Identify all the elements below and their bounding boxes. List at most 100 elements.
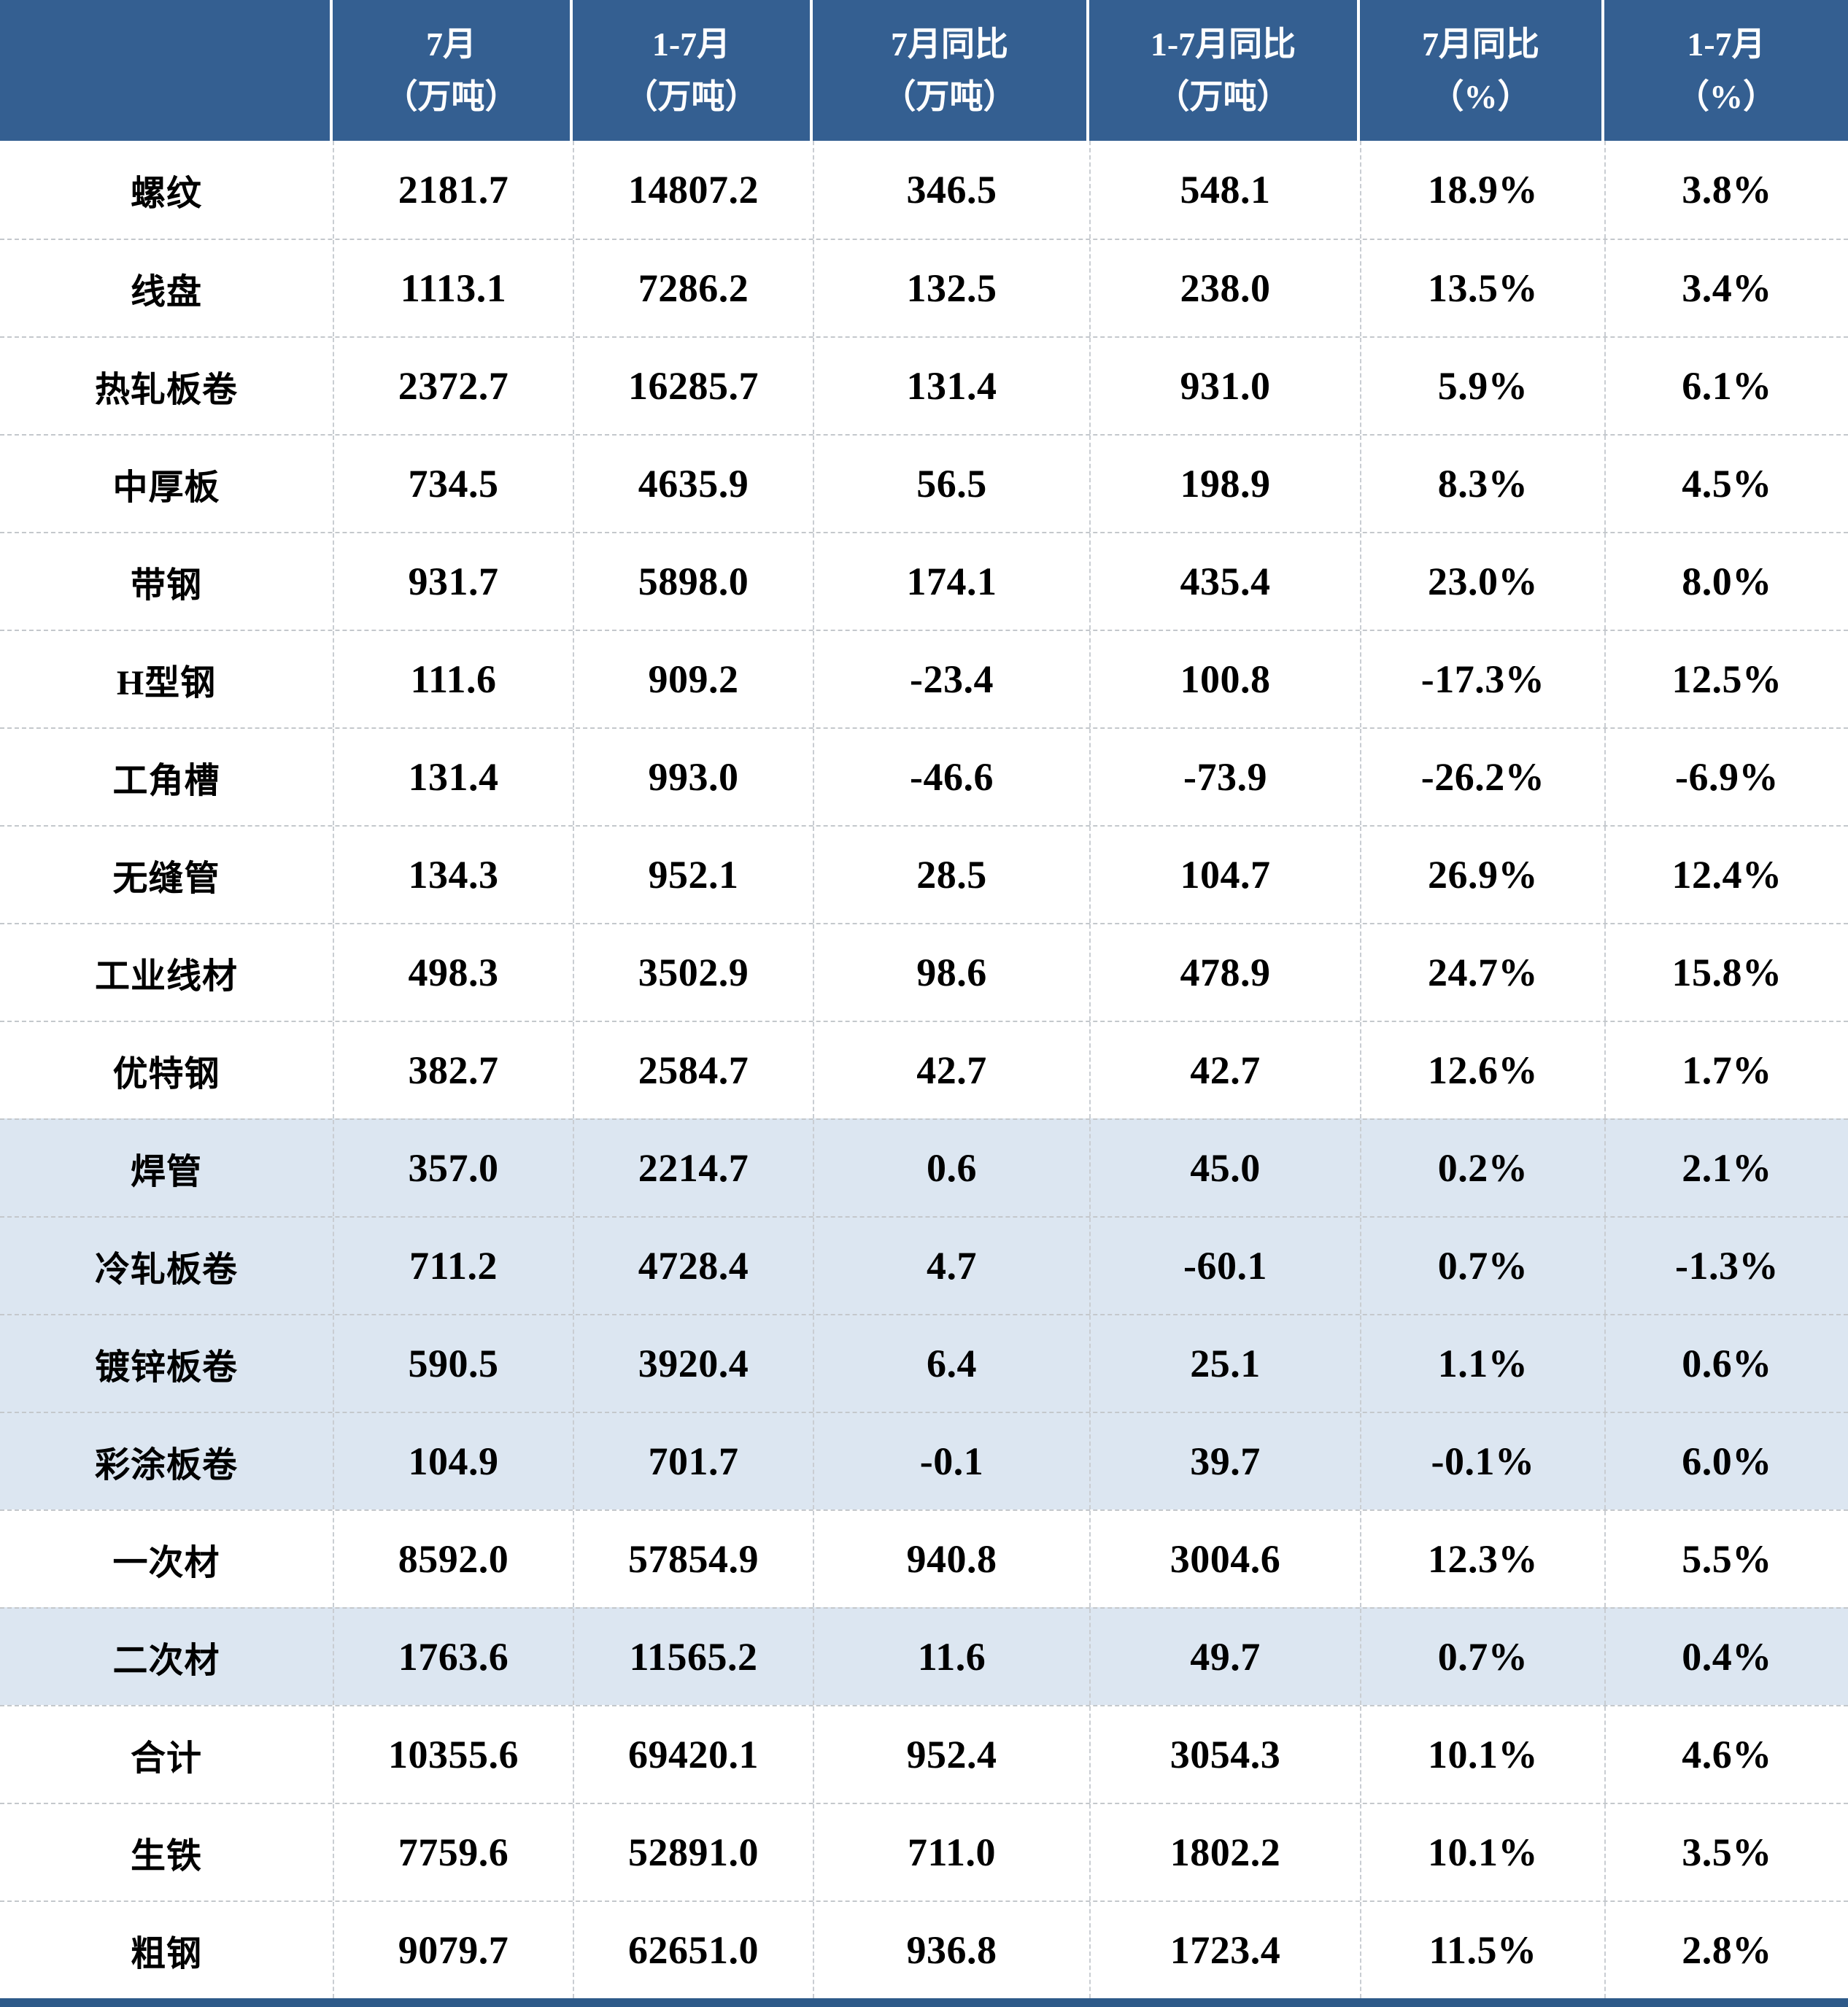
value-text: 5.5% — [1682, 1537, 1772, 1581]
row-label: 中厚板 — [112, 468, 220, 507]
row-label-cell: 热轧板卷 — [0, 338, 333, 434]
table-row: 冷轧板卷 711.2 4728.4 4.7 -60.1 0.7% -1.3% — [0, 1216, 1848, 1314]
value-cell-jan-jul-pct: 1.7% — [1604, 1022, 1848, 1118]
value-cell-jul-yoy-pct: -26.2% — [1360, 729, 1604, 825]
header-cell-jan-jul-yoy-wt: 1-7月同比 （万吨） — [1089, 0, 1360, 141]
value-text: 7286.2 — [638, 266, 749, 310]
header-cell-row-label — [0, 0, 333, 141]
value-cell-jul-yoy-pct: 5.9% — [1360, 338, 1604, 434]
value-cell-jul-yoy-wt: 42.7 — [813, 1022, 1089, 1118]
value-text: 13.5% — [1428, 266, 1538, 310]
table-row: 一次材 8592.0 57854.9 940.8 3004.6 12.3% 5.5% — [0, 1509, 1848, 1607]
value-cell-jan-jul-pct: 3.5% — [1604, 1804, 1848, 1900]
value-text: 1113.1 — [400, 266, 507, 310]
value-cell-jul-wt: 9079.7 — [333, 1902, 573, 1998]
row-label-cell: H型钢 — [0, 631, 333, 727]
value-cell-jan-jul-yoy-wt: 3004.6 — [1089, 1511, 1360, 1607]
row-label: 冷轧板卷 — [94, 1250, 238, 1289]
value-cell-jul-yoy-wt: -46.6 — [813, 729, 1089, 825]
row-label: 带钢 — [130, 566, 202, 605]
row-label-cell: 一次材 — [0, 1511, 333, 1607]
header-text-line1: 1-7月 — [1687, 26, 1766, 63]
value-text: 701.7 — [648, 1439, 739, 1483]
header-text-line2: （%） — [1676, 77, 1777, 115]
value-text: 3.4% — [1682, 266, 1772, 310]
value-text: 11.6 — [917, 1635, 986, 1679]
value-cell-jul-wt: 357.0 — [333, 1120, 573, 1216]
value-cell-jul-yoy-pct: 0.7% — [1360, 1218, 1604, 1314]
value-cell-jul-wt: 111.6 — [333, 631, 573, 727]
value-text: 131.4 — [408, 755, 499, 799]
value-text: 52891.0 — [628, 1830, 759, 1874]
row-label-cell: 粗钢 — [0, 1902, 333, 1998]
value-text: -23.4 — [910, 657, 994, 701]
value-text: 711.0 — [907, 1830, 997, 1874]
value-cell-jan-jul-pct: -1.3% — [1604, 1218, 1848, 1314]
header-text-line2: （%） — [1430, 77, 1531, 115]
value-cell-jul-yoy-pct: 12.6% — [1360, 1022, 1604, 1118]
table-row: 焊管 357.0 2214.7 0.6 45.0 0.2% 2.1% — [0, 1118, 1848, 1216]
value-cell-jan-jul-wt: 7286.2 — [573, 240, 813, 336]
row-label: 工业线材 — [94, 957, 238, 996]
value-cell-jul-wt: 1763.6 — [333, 1609, 573, 1705]
row-label: 合计 — [130, 1739, 202, 1778]
value-cell-jan-jul-yoy-wt: 1723.4 — [1089, 1902, 1360, 1998]
value-cell-jul-yoy-wt: 56.5 — [813, 436, 1089, 532]
row-label-cell: 焊管 — [0, 1120, 333, 1216]
value-cell-jan-jul-wt: 3920.4 — [573, 1315, 813, 1412]
value-text: 45.0 — [1190, 1146, 1261, 1190]
value-cell-jan-jul-yoy-wt: 104.7 — [1089, 827, 1360, 923]
value-text: 174.1 — [906, 560, 997, 603]
value-text: 3.8% — [1682, 168, 1772, 212]
value-cell-jan-jul-pct: 2.8% — [1604, 1902, 1848, 1998]
row-label-cell: 冷轧板卷 — [0, 1218, 333, 1314]
value-text: 12.3% — [1428, 1537, 1538, 1581]
value-text: 23.0% — [1428, 560, 1538, 603]
value-text: 952.1 — [648, 853, 739, 897]
value-text: 98.6 — [916, 951, 987, 994]
value-text: 382.7 — [408, 1048, 499, 1092]
value-text: -26.2% — [1420, 755, 1545, 799]
value-text: 18.9% — [1428, 168, 1538, 212]
value-text: 734.5 — [408, 462, 499, 506]
header-text-line1: 1-7月同比 — [1150, 26, 1296, 63]
value-text: 11565.2 — [629, 1635, 758, 1679]
row-label-cell: 中厚板 — [0, 436, 333, 532]
value-text: 49.7 — [1190, 1635, 1261, 1679]
value-text: 4.6% — [1682, 1733, 1772, 1776]
row-label-cell: 二次材 — [0, 1609, 333, 1705]
value-text: -1.3% — [1675, 1244, 1779, 1288]
value-cell-jul-yoy-wt: 11.6 — [813, 1609, 1089, 1705]
table-row: 中厚板 734.5 4635.9 56.5 198.9 8.3% 4.5% — [0, 434, 1848, 532]
value-text: 9079.7 — [398, 1928, 509, 1972]
value-text: 100.8 — [1180, 657, 1271, 701]
value-text: 4.5% — [1682, 462, 1772, 506]
value-cell-jan-jul-yoy-wt: 42.7 — [1089, 1022, 1360, 1118]
value-cell-jan-jul-pct: 0.6% — [1604, 1315, 1848, 1412]
value-cell-jan-jul-wt: 2584.7 — [573, 1022, 813, 1118]
value-cell-jan-jul-yoy-wt: 478.9 — [1089, 924, 1360, 1021]
value-cell-jan-jul-yoy-wt: 25.1 — [1089, 1315, 1360, 1412]
value-cell-jan-jul-pct: 6.0% — [1604, 1413, 1848, 1509]
value-cell-jul-yoy-pct: 10.1% — [1360, 1706, 1604, 1803]
value-cell-jul-yoy-pct: 0.7% — [1360, 1609, 1604, 1705]
table-row: 优特钢 382.7 2584.7 42.7 42.7 12.6% 1.7% — [0, 1021, 1848, 1118]
value-cell-jul-yoy-pct: 13.5% — [1360, 240, 1604, 336]
value-text: 0.6% — [1682, 1342, 1772, 1385]
value-text: 711.2 — [409, 1244, 498, 1288]
value-cell-jul-yoy-wt: -23.4 — [813, 631, 1089, 727]
table-row: 线盘 1113.1 7286.2 132.5 238.0 13.5% 3.4% — [0, 239, 1848, 336]
header-cell-jul-yoy-pct: 7月同比 （%） — [1360, 0, 1604, 141]
row-label-cell: 螺纹 — [0, 141, 333, 239]
value-cell-jul-wt: 382.7 — [333, 1022, 573, 1118]
value-text: 12.6% — [1428, 1048, 1538, 1092]
value-cell-jul-yoy-wt: 4.7 — [813, 1218, 1089, 1314]
header-text-line1: 7月 — [426, 26, 476, 63]
value-text: 10.1% — [1428, 1830, 1538, 1874]
value-text: 131.4 — [906, 364, 997, 408]
value-text: 6.1% — [1682, 364, 1772, 408]
value-text: 1723.4 — [1170, 1928, 1281, 1972]
value-text: -0.1% — [1431, 1439, 1535, 1483]
value-cell-jul-wt: 931.7 — [333, 533, 573, 630]
header-text-line2: （万吨） — [882, 77, 1017, 115]
